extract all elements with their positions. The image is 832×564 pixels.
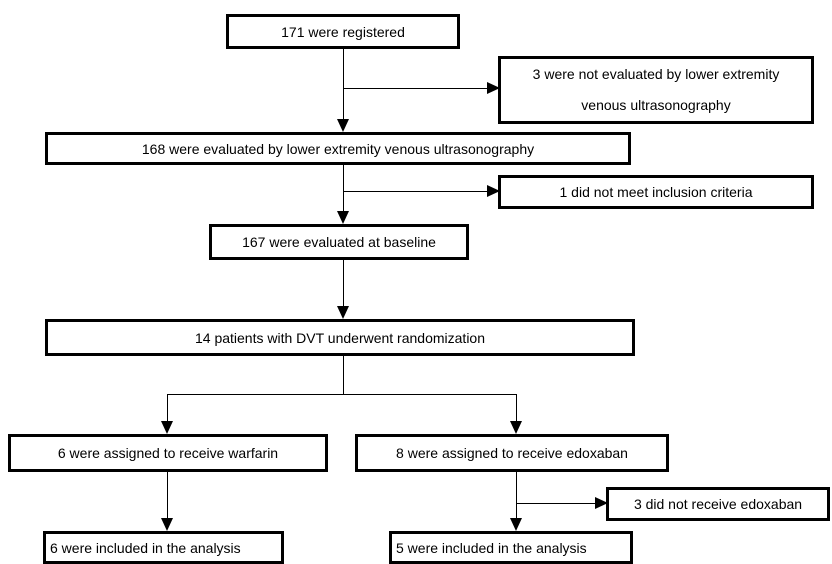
evaluated-ultrasonography-box: 168 were evaluated by lower extremity ve… <box>45 132 631 165</box>
arrow-to-warfarin <box>161 421 173 434</box>
edoxaban-analysis-text: 5 were included in the analysis <box>396 539 587 556</box>
registered-box: 171 were registered <box>226 14 460 49</box>
arrow-to-edoxaban <box>510 421 522 434</box>
edoxaban-analysis-box: 5 were included in the analysis <box>389 531 633 564</box>
arrow-to-warfarin-analysis <box>161 518 173 531</box>
baseline-text: 167 were evaluated at baseline <box>242 234 436 250</box>
edoxaban-assigned-box: 8 were assigned to receive edoxaban <box>355 434 669 472</box>
registered-text: 171 were registered <box>281 23 405 40</box>
connector-to-not-evaluated <box>343 88 488 89</box>
connector-evaluated-to-baseline <box>343 164 344 212</box>
edoxaban-excluded-box: 3 did not receive edoxaban <box>606 487 830 521</box>
randomization-box: 14 patients with DVT underwent randomiza… <box>45 319 635 356</box>
connector-to-edoxaban-excluded <box>516 503 596 504</box>
baseline-box: 167 were evaluated at baseline <box>209 224 469 260</box>
edoxaban-excluded-text: 3 did not receive edoxaban <box>633 496 803 512</box>
not-meet-criteria-text: 1 did not meet inclusion criteria <box>559 184 753 200</box>
arrow-to-not-evaluated <box>487 82 500 94</box>
warfarin-assigned-box: 6 were assigned to receive warfarin <box>8 434 328 472</box>
warfarin-analysis-box: 6 were included in the analysis <box>43 531 284 564</box>
arrow-to-evaluated-ultrasonography <box>337 119 349 132</box>
arrow-to-edoxaban-excluded <box>595 497 608 509</box>
arrow-to-baseline <box>337 211 349 224</box>
randomization-text: 14 patients with DVT underwent randomiza… <box>194 329 485 346</box>
warfarin-assigned-text: 6 were assigned to receive warfarin <box>57 445 279 461</box>
connector-randomization-split <box>343 355 344 395</box>
evaluated-ultrasonography-text: 168 were evaluated by lower extremity ve… <box>141 140 535 157</box>
not-meet-criteria-box: 1 did not meet inclusion criteria <box>498 175 814 209</box>
connector-to-warfarin <box>167 394 168 422</box>
connector-edoxaban-to-analysis <box>516 471 517 519</box>
connector-to-not-meet-criteria <box>343 191 488 192</box>
connector-to-edoxaban <box>516 394 517 422</box>
not-evaluated-text-line-2: venous ultrasonography <box>581 97 731 113</box>
arrow-to-edoxaban-analysis <box>510 518 522 531</box>
warfarin-analysis-text: 6 were included in the analysis <box>50 539 241 556</box>
connector-arm-split <box>167 394 517 395</box>
connector-warfarin-to-analysis <box>167 471 168 519</box>
arrow-to-randomization <box>337 306 349 319</box>
connector-registered-to-evaluated <box>343 48 344 119</box>
edoxaban-assigned-text: 8 were assigned to receive edoxaban <box>396 445 628 461</box>
arrow-to-not-meet-criteria <box>487 185 500 197</box>
connector-baseline-to-randomization <box>343 259 344 307</box>
not-evaluated-box: 3 were not evaluated by lower extremity … <box>498 56 814 124</box>
not-evaluated-text-line-1: 3 were not evaluated by lower extremity <box>532 66 780 82</box>
